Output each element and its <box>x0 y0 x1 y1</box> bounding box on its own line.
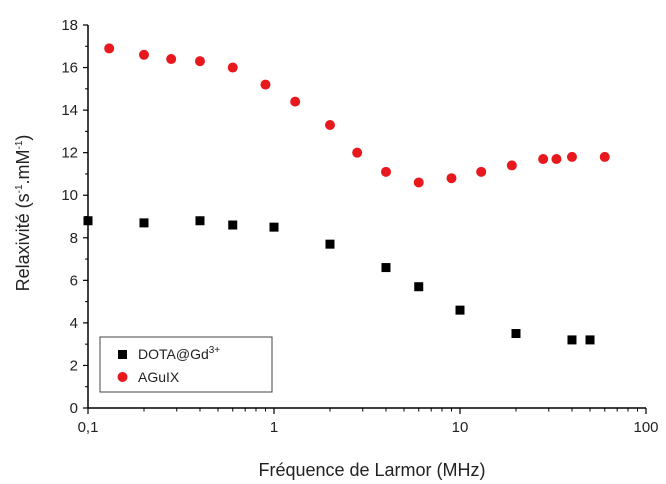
aguix-point <box>506 160 517 171</box>
dota-point <box>195 216 205 226</box>
legend-marker-dota <box>118 350 127 359</box>
dota-point <box>381 263 391 273</box>
aguix-point <box>380 166 391 177</box>
aguix-point <box>194 56 205 67</box>
legend-label-dota: DOTA@Gd3+ <box>138 345 220 362</box>
x-tick-label: 10 <box>452 419 469 436</box>
y-tick-label: 18 <box>61 17 78 34</box>
aguix-point <box>166 54 177 65</box>
aguix-point <box>566 151 577 162</box>
legend-label-aguix: AGuIX <box>138 369 180 385</box>
y-tick-label: 2 <box>70 357 78 374</box>
y-axis-title: Relaxivité (s-1.mM-1) <box>13 135 33 292</box>
dota-point <box>139 218 149 228</box>
x-tick-label: 100 <box>633 419 658 436</box>
aguix-point <box>104 43 115 54</box>
data-points <box>83 43 610 345</box>
dota-point <box>269 222 279 232</box>
dota-point <box>325 239 335 249</box>
dota-point <box>455 305 465 315</box>
y-tick-label: 16 <box>61 60 78 77</box>
y-tick-label: 12 <box>61 145 78 162</box>
aguix-point <box>352 147 363 158</box>
aguix-point <box>446 173 457 184</box>
y-tick-label: 6 <box>70 272 78 289</box>
tick-labels: 0 2 4 6 8 10 12 14 16 18 0,1 1 10 100 <box>61 17 658 436</box>
aguix-point <box>413 177 424 188</box>
aguix-point <box>290 96 301 107</box>
x-axis-title: Fréquence de Larmor (MHz) <box>258 460 485 480</box>
aguix-point <box>476 166 487 177</box>
y-tick-label: 4 <box>70 315 78 332</box>
aguix-point <box>599 151 610 162</box>
y-tick-label: 0 <box>70 400 78 417</box>
dota-point <box>414 282 424 292</box>
aguix-point <box>260 79 271 90</box>
y-tick-label: 10 <box>61 187 78 204</box>
y-tick-label: 14 <box>61 102 78 119</box>
dota-point <box>567 335 577 345</box>
dota-point <box>585 335 595 345</box>
legend: DOTA@Gd3+ AGuIX <box>99 336 273 393</box>
dota-point <box>228 220 238 230</box>
x-tick-label: 0,1 <box>78 419 99 436</box>
aguix-point <box>551 154 562 165</box>
aguix-point <box>538 154 549 165</box>
legend-box <box>99 336 273 393</box>
legend-marker-aguix <box>117 372 128 382</box>
aguix-point <box>227 62 238 73</box>
aguix-point <box>324 120 335 131</box>
dota-point <box>511 329 521 339</box>
x-tick-label: 1 <box>270 419 278 436</box>
aguix-point <box>138 49 149 60</box>
y-tick-label: 8 <box>70 230 78 247</box>
